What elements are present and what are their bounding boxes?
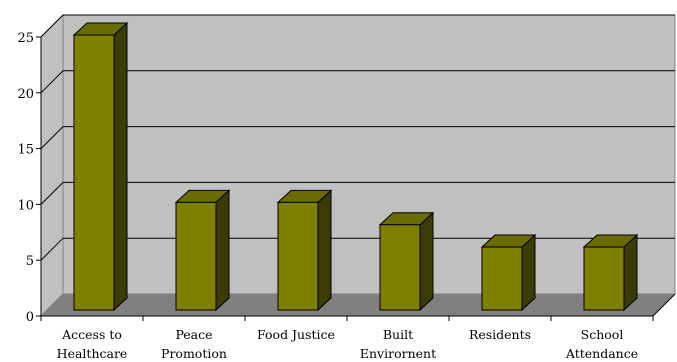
- x-category-label: School Attendance: [565, 327, 638, 361]
- gridline: [40, 14, 675, 38]
- x-category-label: Peace Promotion: [161, 327, 227, 361]
- side-wall: [40, 13, 64, 318]
- floor: [41, 294, 675, 316]
- x-category-label-line: Attendance: [565, 346, 638, 361]
- back-wall: [62, 14, 676, 295]
- bar-side: [317, 189, 332, 312]
- x-axis-depth-line: [652, 293, 676, 317]
- bar-side: [521, 233, 536, 312]
- bar: [582, 233, 639, 312]
- bar-front: [277, 201, 319, 311]
- gridlines: [40, 14, 675, 261]
- x-category-label: Food Justice: [257, 327, 335, 342]
- x-category-label-line: Healthcare: [57, 346, 128, 361]
- x-category-label-line: Built: [383, 327, 413, 342]
- x-category-label: Access to Healthcare: [57, 327, 128, 361]
- x-category-label-line: Promotion: [161, 346, 227, 361]
- bar-side: [419, 211, 434, 312]
- bars: [72, 21, 639, 312]
- bar: [72, 21, 129, 312]
- y-tick-label: 10: [17, 198, 34, 213]
- y-tick-label: 0: [26, 310, 34, 325]
- bar-side: [215, 189, 230, 312]
- bar-front: [583, 246, 625, 311]
- bar-front: [481, 246, 523, 311]
- x-axis-labels: Access to Healthcare Peace Promotion Food Ju…: [40, 316, 654, 361]
- bar: [378, 211, 435, 312]
- x-category-label-line: Peace: [175, 327, 212, 342]
- bar: [276, 189, 333, 312]
- bar-front: [175, 201, 217, 311]
- x-category-label: Built Envirornent: [360, 327, 436, 361]
- bar: [174, 189, 231, 312]
- gridline: [40, 181, 675, 205]
- y-axis-ticks: 0 5 10 15 20 25: [17, 31, 41, 325]
- bar: [480, 233, 537, 312]
- x-category-label-line: Envirornent: [360, 346, 436, 361]
- y-tick-label: 20: [17, 87, 34, 102]
- bar-front: [379, 224, 421, 311]
- gridline: [40, 126, 675, 149]
- bar-side: [623, 233, 638, 312]
- chart-walls: [40, 13, 676, 318]
- bar-side: [113, 21, 128, 312]
- x-category-label-line: Residents: [469, 327, 531, 342]
- y-tick-label: 5: [26, 254, 34, 269]
- x-category-label: Residents: [469, 327, 531, 342]
- x-category-label-line: School: [581, 327, 624, 342]
- gridline: [40, 237, 675, 261]
- gridline: [40, 70, 675, 94]
- x-category-label-line: Food Justice: [257, 327, 335, 342]
- bar-front: [73, 34, 115, 311]
- y-tick-label: 25: [17, 31, 34, 46]
- y-tick-label: 15: [17, 143, 34, 158]
- x-category-label-line: Access to: [61, 327, 122, 342]
